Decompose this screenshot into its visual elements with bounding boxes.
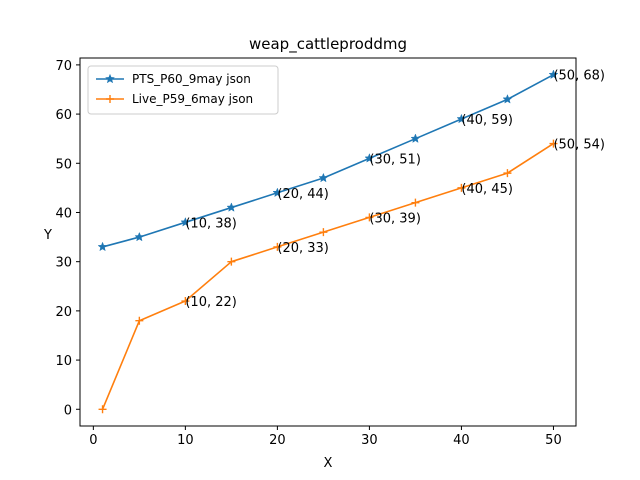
y-tick-label: 60 (55, 108, 72, 123)
data-point-annotation: (30, 51) (369, 152, 421, 167)
legend-marker-1 (104, 73, 116, 84)
data-point-annotation: (10, 38) (185, 216, 237, 231)
data-point-series-1 (456, 113, 467, 124)
data-point-series-2 (319, 228, 328, 237)
data-point-series-1 (502, 94, 513, 104)
data-point-series-2 (181, 297, 190, 306)
y-tick-label: 10 (55, 354, 72, 369)
y-tick-label: 70 (55, 59, 72, 74)
y-tick-label: 0 (64, 403, 72, 418)
data-point-series-1 (364, 153, 375, 163)
data-point-series-1 (180, 217, 191, 227)
x-tick-label: 0 (89, 433, 97, 448)
x-tick-label: 40 (453, 433, 470, 448)
data-point-series-2 (503, 169, 512, 178)
legend-box (87, 65, 279, 115)
data-point-series-2 (549, 139, 558, 148)
data-point-series-2 (365, 213, 374, 222)
data-point-series-1 (318, 172, 329, 183)
data-point-series-2 (135, 316, 144, 325)
data-point-series-1 (410, 133, 421, 143)
legend-marker-2 (106, 95, 114, 103)
data-point-series-1 (226, 202, 237, 212)
data-point-series-1 (97, 241, 108, 252)
data-point-annotation: (30, 39) (369, 211, 421, 226)
plot-area: 0 10 20 30 40 50 0 10 20 30 40 50 60 70 (10, 38) (20, 4… (55, 57, 605, 448)
data-point-annotation: (50, 68) (553, 69, 605, 84)
data-point-series-1 (272, 187, 283, 198)
data-point-annotation: (20, 44) (277, 187, 329, 202)
chart-title: weap_cattleproddmg (249, 35, 407, 54)
x-tick-label: 10 (177, 433, 194, 448)
data-point-annotation: (40, 59) (461, 113, 512, 128)
legend-label-2: Live_P59_6may json (132, 92, 253, 106)
y-tick-label: 30 (55, 256, 72, 271)
y-tick-label: 50 (55, 157, 72, 172)
data-point-series-2 (457, 183, 466, 192)
x-tick-label: 50 (545, 433, 562, 448)
x-axis-label: X (324, 456, 333, 471)
data-point-series-2 (227, 257, 236, 266)
data-point-annotation: (50, 54) (553, 138, 605, 153)
x-tick-label: 20 (269, 433, 286, 448)
data-point-series-1 (548, 69, 559, 80)
data-point-annotation: (40, 45) (461, 182, 512, 197)
data-point-annotation: (20, 33) (277, 241, 329, 256)
legend-label-1: PTS_P60_9may json (132, 72, 251, 86)
data-point-series-1 (134, 231, 145, 242)
data-point-annotation: (10, 22) (185, 295, 237, 310)
data-point-series-2 (98, 405, 107, 414)
x-tick-label: 30 (361, 433, 378, 448)
data-point-series-2 (411, 198, 420, 207)
y-tick-label: 20 (55, 305, 72, 320)
axes-frame (79, 57, 577, 427)
data-point-series-2 (273, 242, 282, 251)
y-tick-label: 40 (55, 206, 72, 221)
y-axis-label: Y (43, 228, 52, 243)
